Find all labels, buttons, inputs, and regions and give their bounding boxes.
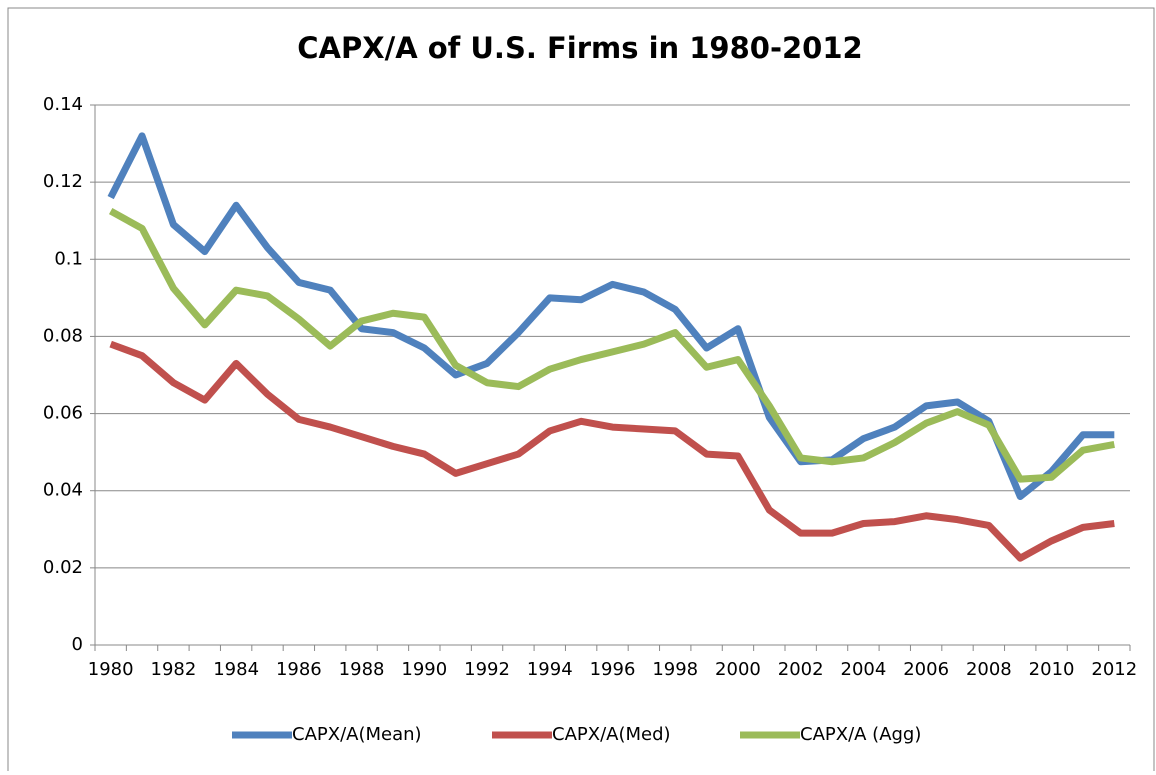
y-tick-label: 0.14 (43, 94, 83, 115)
y-tick-label: 0.08 (43, 325, 83, 346)
chart-border (7, 7, 1155, 775)
y-tick-label: 0.04 (43, 480, 83, 501)
legend-label: CAPX/A(Med) (552, 724, 671, 745)
data-line (107, 132, 1115, 500)
x-tick-label: 1988 (339, 659, 385, 680)
x-tick-label: 1984 (213, 659, 259, 680)
y-tick-label: 0.1 (54, 248, 83, 269)
x-tick-label: 1982 (151, 659, 197, 680)
x-tick-label: 2006 (903, 659, 949, 680)
x-tick-label: 1996 (590, 659, 636, 680)
x-tick-label: 2008 (966, 659, 1012, 680)
x-tick-label: 1998 (652, 659, 698, 680)
y-tick-label: 0.12 (43, 171, 83, 192)
y-tick-label: 0 (72, 634, 83, 655)
x-tick-label: 1986 (276, 659, 322, 680)
x-tick-label: 2000 (715, 659, 761, 680)
y-tick-label: 0.02 (43, 557, 83, 578)
data-line (108, 208, 1115, 483)
x-tick-label: 1992 (464, 659, 510, 680)
x-tick-label: 1990 (401, 659, 447, 680)
y-tick-label: 0.06 (43, 403, 83, 424)
x-tick-label: 2002 (778, 659, 824, 680)
chart-title: CAPX/A of U.S. Firms in 1980-2012 (297, 31, 862, 65)
data-line (109, 340, 1115, 562)
legend-label: CAPX/A (Agg) (800, 724, 921, 745)
x-tick-label: 2012 (1091, 659, 1137, 680)
x-tick-label: 2010 (1029, 659, 1075, 680)
legend-label: CAPX/A(Mean) (292, 724, 422, 745)
x-tick-label: 1994 (527, 659, 573, 680)
x-tick-label: 2004 (841, 659, 887, 680)
x-tick-label: 1980 (88, 659, 134, 680)
